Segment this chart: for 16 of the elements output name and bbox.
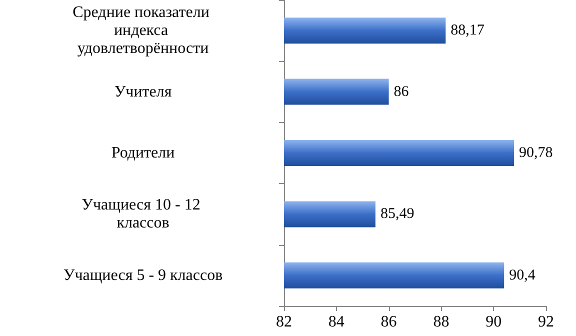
x-tick-label: 86 xyxy=(380,314,397,330)
x-tick-label: 88 xyxy=(433,314,450,330)
y-tick-label: Средние показатели индекса удовлетворённости xyxy=(72,4,214,58)
data-label: 90,78 xyxy=(519,145,553,161)
data-label: 90,4 xyxy=(509,267,536,284)
x-tick-label: 82 xyxy=(276,314,292,330)
y-tick-label: Учащиеся 10 - 12 классов xyxy=(82,196,204,232)
y-tick-label: Учащиеся 5 - 9 классов xyxy=(63,266,224,284)
x-tick-label: 84 xyxy=(328,314,344,330)
data-label: 88,17 xyxy=(450,22,485,39)
data-label: 85,49 xyxy=(380,206,414,222)
y-tick-label: Родители xyxy=(111,144,176,162)
x-tick-label: 90 xyxy=(486,314,502,330)
x-tick-label: 92 xyxy=(538,314,554,330)
data-label: 86 xyxy=(394,84,410,100)
y-tick-label: Учителя xyxy=(114,83,172,100)
